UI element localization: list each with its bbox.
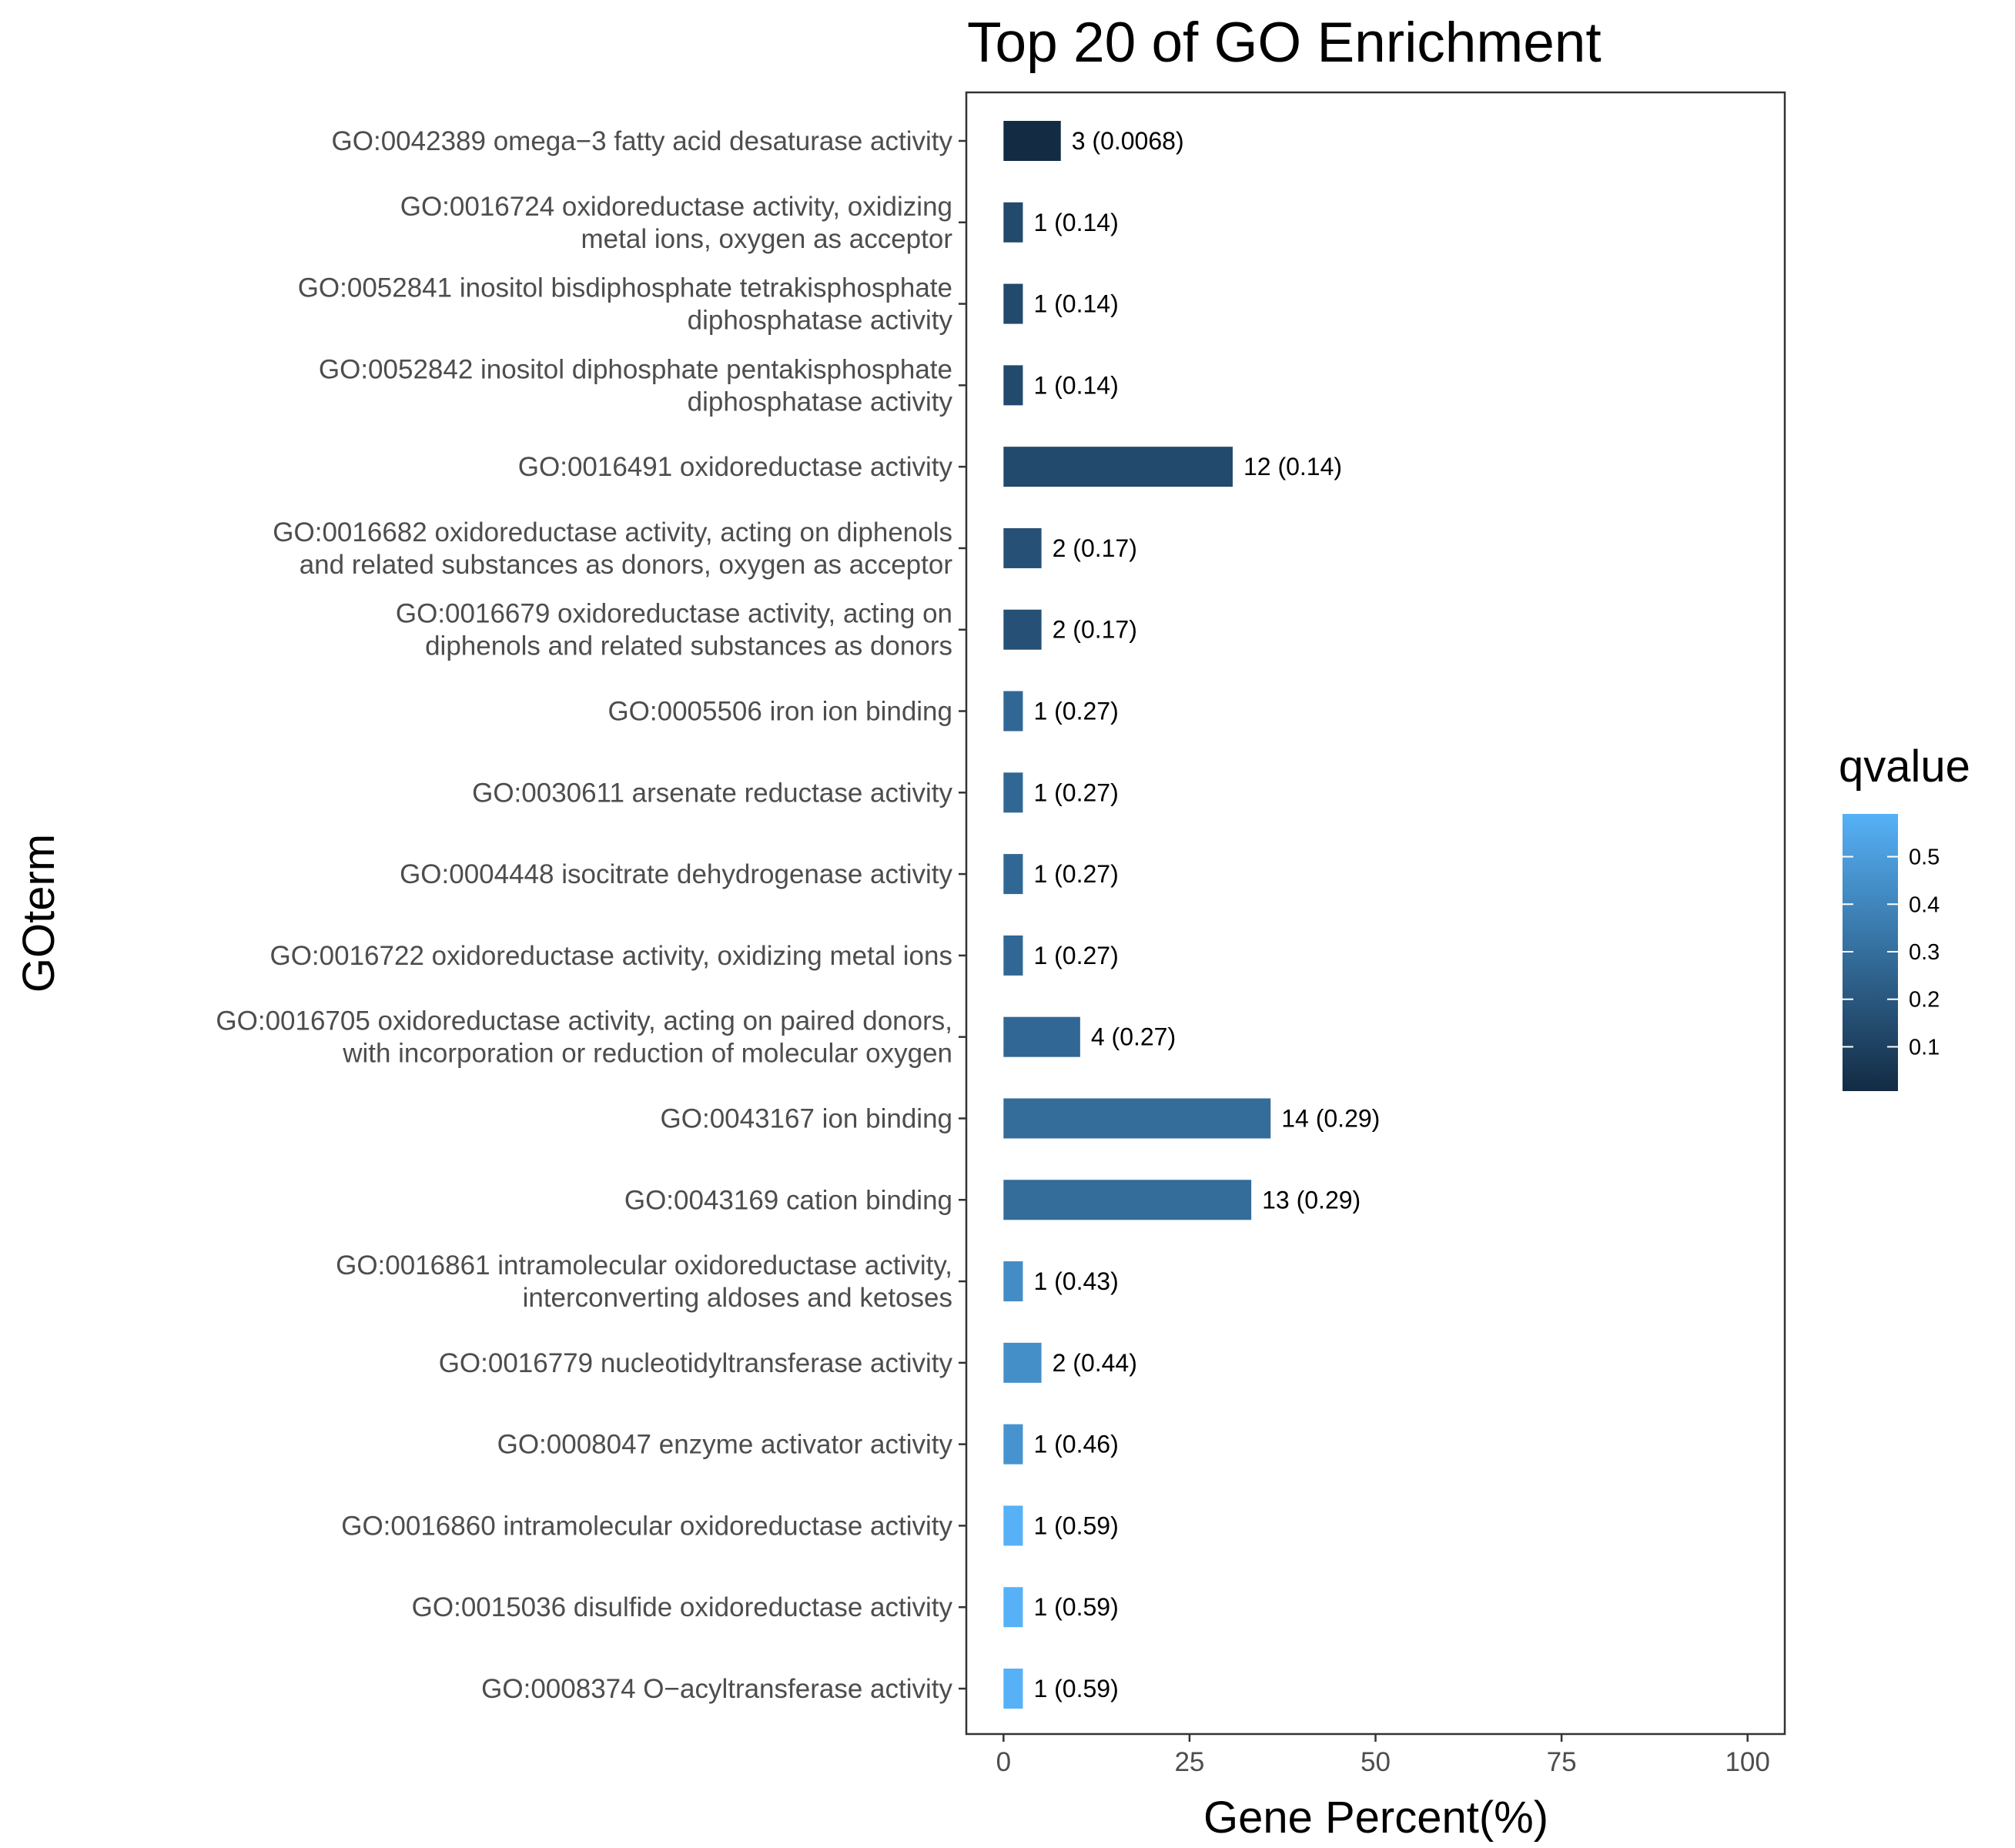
- bar: [1003, 935, 1023, 976]
- x-tick-label: 50: [1361, 1747, 1391, 1777]
- bar: [1003, 447, 1233, 487]
- legend-tick-label: 0.4: [1909, 892, 1940, 917]
- x-tick-label: 75: [1547, 1747, 1577, 1777]
- y-tick-label: GO:0016679 oxidoreductase activity, acti…: [396, 599, 952, 661]
- bar: [1003, 691, 1023, 732]
- bar-label: 1 (0.27): [1033, 778, 1118, 806]
- y-tick-label: GO:0004448 isocitrate dehydrogenase acti…: [400, 859, 952, 889]
- chart-title: Top 20 of GO Enrichment: [967, 12, 1602, 74]
- bar: [1003, 1016, 1080, 1057]
- bar-label: 2 (0.44): [1053, 1349, 1137, 1377]
- bar-label: 14 (0.29): [1281, 1104, 1380, 1132]
- y-axis: GO:0042389 omega−3 fatty acid desaturase…: [216, 126, 966, 1704]
- legend-tick-label: 0.1: [1909, 1035, 1940, 1060]
- y-tick-label: GO:0008047 enzyme activator activity: [497, 1430, 953, 1460]
- bar-label: 1 (0.46): [1033, 1431, 1118, 1458]
- bars: [1003, 121, 1271, 1709]
- bar: [1003, 1669, 1023, 1709]
- y-tick-label: GO:0016682 oxidoreductase activity, acti…: [273, 517, 952, 580]
- bar-label: 2 (0.17): [1053, 534, 1137, 562]
- y-tick-label: GO:0016705 oxidoreductase activity, acti…: [216, 1006, 952, 1069]
- legend: qvalue 0.1 0.2 0.3 0.4 0.5: [1839, 742, 1970, 1091]
- y-tick-label: GO:0016722 oxidoreductase activity, oxid…: [269, 941, 952, 971]
- legend-ticks: 0.1 0.2 0.3 0.4 0.5: [1843, 845, 1940, 1060]
- y-tick-label: GO:0016861 intramolecular oxidoreductase…: [336, 1250, 952, 1313]
- y-tick-label: GO:0015036 disulfide oxidoreductase acti…: [412, 1592, 953, 1622]
- bar-label: 3 (0.0068): [1072, 127, 1184, 155]
- bar-label: 1 (0.27): [1033, 860, 1118, 888]
- bar: [1003, 365, 1023, 406]
- bar-label: 1 (0.14): [1033, 290, 1118, 318]
- bar: [1003, 202, 1023, 243]
- bar-label: 1 (0.59): [1033, 1512, 1118, 1539]
- bar-label: 1 (0.27): [1033, 942, 1118, 969]
- legend-tick-label: 0.2: [1909, 988, 1940, 1013]
- y-tick-label: GO:0043169 cation binding: [624, 1185, 952, 1215]
- bar: [1003, 1180, 1252, 1220]
- x-axis: 0 25 50 75 100: [996, 1734, 1770, 1777]
- bar: [1003, 527, 1042, 568]
- bar-label: 1 (0.14): [1033, 209, 1118, 236]
- bar-label: 1 (0.43): [1033, 1267, 1118, 1295]
- bar-label: 4 (0.27): [1091, 1023, 1176, 1051]
- bar-label: 12 (0.14): [1243, 453, 1342, 480]
- x-axis-title: Gene Percent(%): [1203, 1793, 1548, 1843]
- y-tick-label: GO:0005506 iron ion binding: [608, 697, 952, 727]
- y-axis-title: GOterm: [14, 834, 64, 993]
- bar: [1003, 1098, 1271, 1139]
- bar-label: 1 (0.27): [1033, 698, 1118, 725]
- y-tick-label: GO:0008374 O−acyltransferase activity: [481, 1674, 952, 1704]
- x-tick-label: 100: [1725, 1747, 1769, 1777]
- bar: [1003, 121, 1061, 161]
- bar: [1003, 1261, 1023, 1302]
- y-tick-label: GO:0016724 oxidoreductase activity, oxid…: [400, 192, 953, 254]
- bar: [1003, 1505, 1023, 1546]
- bar-labels: 3 (0.0068) 1 (0.14) 1 (0.14) 1 (0.14) 12 (0.…: [1033, 127, 1380, 1702]
- bar-label: 13 (0.29): [1262, 1186, 1361, 1214]
- bar: [1003, 854, 1023, 895]
- y-tick-label: GO:0016491 oxidoreductase activity: [518, 452, 953, 482]
- y-tick-label: GO:0052842 inositol diphosphate pentakis…: [319, 354, 953, 417]
- y-tick-label: GO:0042389 omega−3 fatty acid desaturase…: [332, 126, 953, 156]
- bar: [1003, 772, 1023, 813]
- legend-tick-label: 0.3: [1909, 940, 1940, 965]
- legend-title: qvalue: [1839, 742, 1970, 792]
- bar: [1003, 609, 1042, 650]
- bar-label: 1 (0.59): [1033, 1675, 1118, 1702]
- y-tick-label: GO:0052841 inositol bisdiphosphate tetra…: [298, 273, 953, 336]
- y-tick-label: GO:0043167 ion binding: [661, 1103, 952, 1133]
- x-tick-label: 25: [1174, 1747, 1204, 1777]
- plot-panel: [965, 91, 1786, 1736]
- bar: [1003, 283, 1023, 324]
- x-tick-label: 0: [996, 1747, 1011, 1777]
- bar: [1003, 1424, 1023, 1465]
- bar-label: 1 (0.14): [1033, 371, 1118, 399]
- y-tick-label: GO:0016860 intramolecular oxidoreductase…: [341, 1511, 952, 1541]
- y-tick-label: GO:0016779 nucleotidyltransferase activi…: [439, 1348, 953, 1378]
- y-tick-label: GO:0030611 arsenate reductase activity: [472, 778, 952, 808]
- legend-tick-label: 0.5: [1909, 845, 1940, 870]
- bar-label: 2 (0.17): [1053, 616, 1137, 644]
- bar-label: 1 (0.59): [1033, 1593, 1118, 1621]
- bar: [1003, 1587, 1023, 1628]
- bar: [1003, 1342, 1042, 1383]
